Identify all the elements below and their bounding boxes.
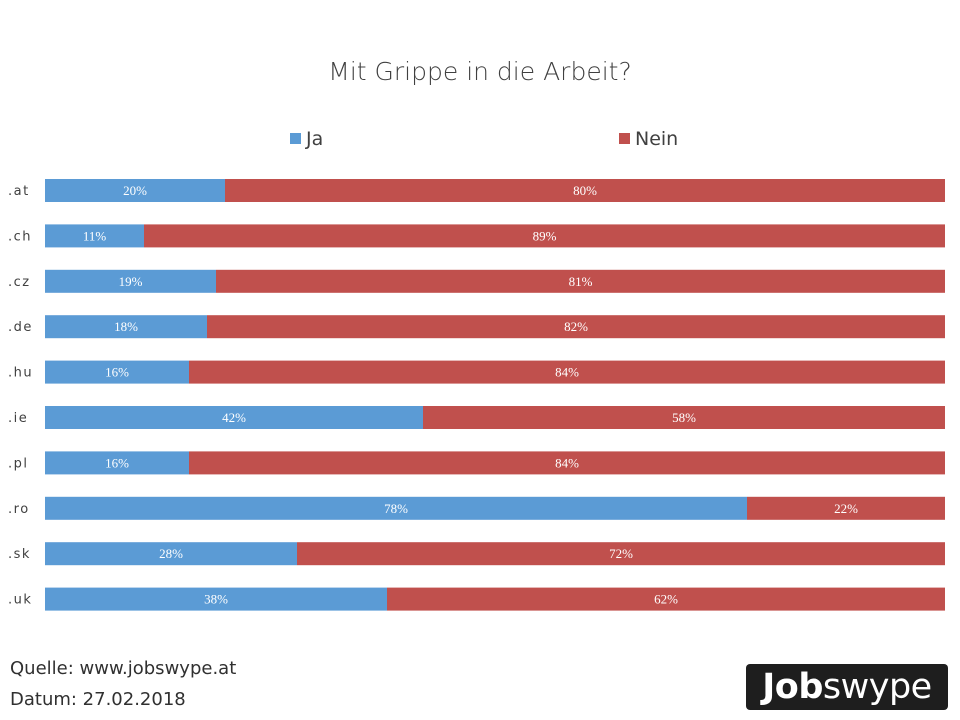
bar-uk-nein <box>387 587 945 611</box>
category-label-cz: .cz <box>8 275 31 290</box>
category-label-uk: .uk <box>8 593 32 608</box>
legend-label-ja: Ja <box>305 128 323 150</box>
category-label-de: .de <box>8 320 33 335</box>
bar-sk-ja <box>45 542 297 566</box>
data-label-ie-nein: 58% <box>672 410 696 425</box>
data-label-hu-nein: 84% <box>555 365 579 380</box>
bar-cz-ja <box>45 269 216 293</box>
bar-de-nein <box>207 315 945 339</box>
legend-label-nein: Nein <box>635 128 678 150</box>
category-label-pl: .pl <box>8 456 29 471</box>
chart-title: Mit Grippe in die Arbeit? <box>328 57 631 86</box>
bar-hu-ja <box>45 360 189 384</box>
data-label-de-ja: 18% <box>114 319 138 334</box>
category-label-ie: .ie <box>8 411 28 426</box>
source-note: Quelle: www.jobswype.at <box>10 658 237 679</box>
category-labels: .at .ch .cz .de .hu .ie .pl .ro .sk .uk <box>8 184 33 608</box>
category-label-ro: .ro <box>8 502 30 517</box>
data-label-ch-nein: 89% <box>533 228 557 243</box>
data-label-at-nein: 80% <box>573 183 597 198</box>
data-label-ch-ja: 11% <box>83 228 107 243</box>
bar-ie-nein <box>423 406 945 429</box>
jobswype-logo: Jobswype <box>746 664 948 710</box>
data-label-de-nein: 82% <box>564 319 588 334</box>
category-label-at: .at <box>8 184 30 199</box>
bar-ro-nein <box>747 496 945 520</box>
bar-pl-nein <box>189 451 945 475</box>
chart: Mit Grippe in die Arbeit? Ja Nein .at .ch.… <box>8 57 945 611</box>
bar-pl-ja <box>45 451 189 475</box>
bar-ie-ja <box>45 406 423 429</box>
bar-sk-nein <box>297 542 945 566</box>
bar-at-nein <box>225 179 945 202</box>
data-label-uk-ja: 38% <box>204 592 228 607</box>
category-label-sk: .sk <box>8 547 31 562</box>
data-label-ro-ja: 78% <box>384 501 408 516</box>
data-label-sk-ja: 28% <box>159 546 183 561</box>
data-label-at-ja: 20% <box>123 183 147 198</box>
bar-ch-nein <box>144 224 945 248</box>
bar-at-ja <box>45 179 225 202</box>
legend: Ja Nein <box>290 128 678 150</box>
data-label-hu-ja: 16% <box>105 365 129 380</box>
bar-de-ja <box>45 315 207 339</box>
data-label-cz-ja: 19% <box>119 274 143 289</box>
data-label-uk-nein: 62% <box>654 592 678 607</box>
legend-swatch-nein <box>619 133 630 144</box>
bar-hu-nein <box>189 360 945 384</box>
date-note: Datum: 27.02.2018 <box>10 689 186 710</box>
category-label-ch: .ch <box>8 229 32 244</box>
bar-uk-ja <box>45 587 387 611</box>
bar-cz-nein <box>216 269 945 293</box>
legend-swatch-ja <box>290 133 301 144</box>
bar-ch-ja <box>45 224 144 248</box>
data-label-sk-nein: 72% <box>609 546 633 561</box>
data-label-pl-nein: 84% <box>555 455 579 470</box>
data-label-cz-nein: 81% <box>569 274 593 289</box>
bars: 20% 80% 11% 89% 19% 81% 18% 82% 16% 84% 42% 58% 16% 8… <box>45 179 945 611</box>
data-label-ie-ja: 42% <box>222 410 246 425</box>
bar-ro-ja <box>45 496 747 520</box>
category-label-hu: .hu <box>8 366 33 381</box>
data-label-pl-ja: 16% <box>105 455 129 470</box>
data-label-ro-nein: 22% <box>834 501 858 516</box>
